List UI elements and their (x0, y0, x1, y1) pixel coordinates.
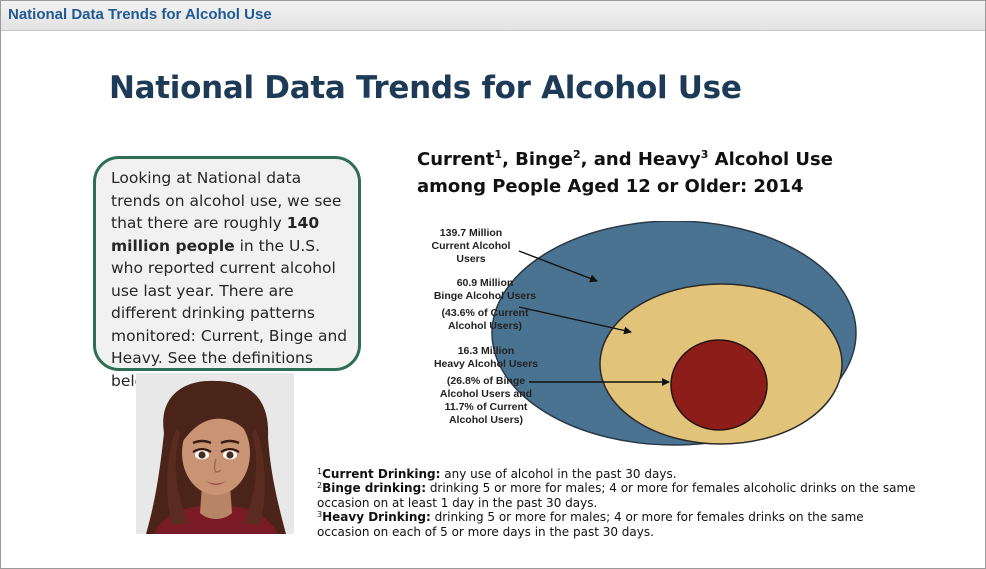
footnote-1-marker: 1 (317, 467, 323, 476)
binge-users-note-line2: Alcohol Users) (447, 320, 523, 332)
footnote-3-text: drinking 5 or more for males; 4 or more … (317, 510, 864, 539)
footnote-3-term: Heavy Drinking: (322, 510, 431, 525)
bubble-text-bold: 140 million people (111, 214, 320, 255)
footnote-2-term: Binge drinking: (322, 481, 426, 496)
footnote-3-marker: 3 (317, 510, 323, 520)
chart-title: Current1, Binge2, and Heavy3 Alcohol Use… (417, 146, 897, 200)
footnote-ref-1: 1 (494, 148, 503, 161)
heavy-users-note-line4: Alcohol Users) (448, 414, 524, 426)
current-users-label: 139.7 Million Current Alcohol Users (421, 227, 521, 266)
bubble-text-part1: Looking at National data trends on alcoh… (111, 169, 342, 232)
window-title: National Data Trends for Alcohol Use (8, 6, 272, 23)
binge-users-arrow (518, 306, 632, 335)
avatar (136, 373, 294, 534)
slide-title: National Data Trends for Alcohol Use (109, 70, 742, 106)
footnote-1-text: any use of alcohol in the past 30 days. (440, 467, 677, 481)
heavy-users-circle (670, 339, 768, 431)
binge-users-label: 60.9 Million Binge Alcohol Users (43.6% … (429, 277, 541, 333)
chart-title-binge: , Binge (502, 149, 573, 170)
current-users-arrow (518, 250, 598, 283)
binge-users-note-line1: (43.6% of Current (441, 307, 529, 319)
footnotes: 1Current Drinking: any use of alcohol in… (317, 467, 917, 539)
heavy-users-note-line2: Alcohol Users and (439, 388, 533, 400)
chart-title-current: Current (417, 149, 495, 170)
footnote-2: 2Binge drinking: drinking 5 or more for … (317, 481, 917, 510)
title-bar: National Data Trends for Alcohol Use (1, 1, 985, 31)
speech-bubble (93, 156, 361, 371)
bubble-text-part2: in the U.S. who reported current alcohol… (111, 236, 348, 390)
footnote-ref-2: 2 (572, 148, 581, 161)
heavy-users-value: 16.3 Million (457, 345, 515, 357)
footnote-1: 1Current Drinking: any use of alcohol in… (317, 467, 917, 481)
binge-users-value: 60.9 Million (456, 277, 514, 289)
current-users-name: Current Alcohol Users (431, 240, 511, 265)
footnote-2-marker: 2 (317, 481, 323, 491)
heavy-users-label: 16.3 Million Heavy Alcohol Users (26.8% … (431, 345, 541, 427)
binge-users-name: Binge Alcohol Users (433, 290, 537, 302)
heavy-users-note-line3: 11.7% of Current (444, 401, 528, 413)
footnote-2-text: drinking 5 or more for males; 4 or more … (317, 481, 916, 510)
footnote-3: 3Heavy Drinking: drinking 5 or more for … (317, 510, 917, 539)
speech-bubble-text: Looking at National data trends on alcoh… (111, 167, 353, 392)
chart-title-heavy: , and Heavy (580, 149, 701, 170)
nested-circles-chart (491, 221, 857, 446)
footnote-1-term: Current Drinking: (322, 467, 441, 481)
current-users-value: 139.7 Million (439, 227, 503, 239)
heavy-users-note-line1: (26.8% of Binge (446, 375, 526, 387)
heavy-users-name: Heavy Alcohol Users (433, 358, 539, 370)
footnote-ref-3: 3 (700, 148, 709, 161)
woman-avatar-illustration (136, 373, 294, 534)
chart-title-rest: Alcohol Use among People Aged 12 or Olde… (417, 149, 833, 197)
